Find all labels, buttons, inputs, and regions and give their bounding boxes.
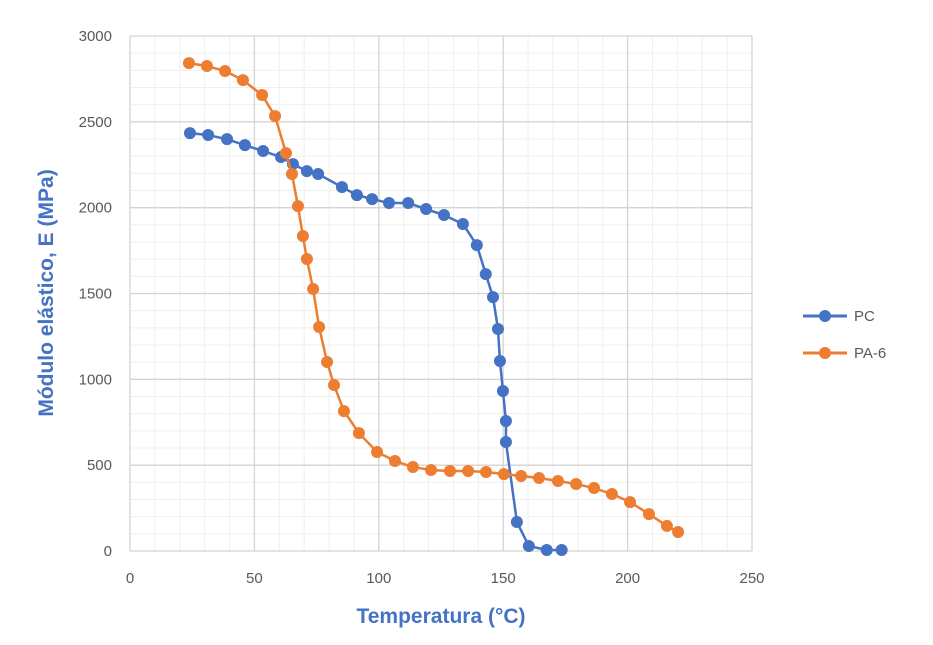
data-point-pa6 — [337, 405, 350, 418]
data-point-pa6 — [352, 427, 365, 440]
data-point-pa6 — [515, 469, 528, 482]
x-tick-label: 250 — [739, 570, 764, 587]
legend-item-pc: PC — [803, 308, 875, 325]
data-point-pa6 — [588, 481, 601, 494]
data-point-pa6 — [182, 57, 195, 70]
legend-marker-pc — [819, 310, 831, 322]
x-tick-label: 150 — [491, 570, 516, 587]
series-group — [182, 57, 685, 556]
y-tick-label: 2500 — [79, 114, 112, 131]
data-point-pa6 — [388, 455, 401, 468]
x-tick-label: 100 — [366, 570, 391, 587]
y-axis-title: Módulo elástico, E (MPa) — [35, 169, 58, 416]
legend-item-pa6: PA-6 — [803, 345, 886, 362]
data-point-pc — [499, 435, 512, 448]
x-tick-label: 200 — [615, 570, 640, 587]
data-point-pc — [470, 239, 483, 252]
data-point-pa6 — [425, 463, 438, 476]
data-point-pa6 — [296, 229, 309, 242]
data-point-pc — [491, 323, 504, 336]
data-point-pc — [540, 543, 553, 556]
data-point-pc — [300, 165, 313, 178]
data-point-pc — [350, 189, 363, 202]
data-point-pc — [510, 515, 523, 528]
data-point-pa6 — [300, 252, 313, 265]
data-point-pc — [456, 217, 469, 230]
data-point-pa6 — [200, 60, 213, 73]
x-tick-label: 50 — [246, 570, 263, 587]
data-point-pa6 — [285, 168, 298, 181]
x-tick-label: 0 — [126, 570, 134, 587]
data-point-pc — [522, 540, 535, 553]
data-point-pa6 — [660, 519, 673, 532]
data-point-pa6 — [624, 496, 637, 509]
data-point-pa6 — [279, 147, 292, 160]
data-point-pc — [221, 133, 234, 146]
data-point-pa6 — [605, 488, 618, 501]
legend-label-pc: PC — [854, 308, 875, 325]
data-point-pa6 — [462, 465, 475, 478]
y-tick-label: 1500 — [79, 286, 112, 303]
data-point-pc — [555, 543, 568, 556]
data-point-pa6 — [371, 445, 384, 458]
data-point-pc — [383, 197, 396, 210]
data-point-pc — [402, 197, 415, 210]
data-point-pc — [437, 209, 450, 222]
grid — [129, 35, 753, 552]
series-line-pa6 — [188, 61, 679, 534]
data-point-pc — [496, 385, 509, 398]
data-point-pc — [479, 268, 492, 281]
data-point-pc — [202, 129, 215, 142]
data-point-pa6 — [672, 525, 685, 538]
data-point-pc — [366, 193, 379, 206]
y-tick-label: 3000 — [79, 28, 112, 45]
y-tick-label: 2000 — [79, 200, 112, 217]
data-point-pa6 — [533, 472, 546, 485]
data-point-pa6 — [480, 466, 493, 479]
data-point-pc — [257, 145, 270, 158]
data-point-pa6 — [219, 65, 232, 78]
y-tick-label: 1000 — [79, 371, 112, 388]
data-point-pa6 — [497, 468, 510, 481]
data-point-pc — [335, 181, 348, 194]
data-point-pa6 — [291, 200, 304, 213]
data-point-pa6 — [269, 110, 282, 123]
data-point-pa6 — [321, 355, 334, 368]
data-point-pc — [499, 415, 512, 428]
data-point-pa6 — [328, 378, 341, 391]
y-tick-label: 0 — [104, 543, 112, 560]
data-point-pa6 — [551, 474, 564, 487]
data-point-pa6 — [236, 74, 249, 87]
data-point-pa6 — [307, 283, 320, 296]
data-point-pa6 — [642, 508, 655, 521]
y-tick-label: 500 — [87, 457, 112, 474]
data-point-pc — [312, 168, 325, 181]
legend-label-pa6: PA-6 — [854, 345, 886, 362]
x-axis-title: Temperatura (°C) — [356, 605, 525, 628]
data-point-pa6 — [256, 89, 269, 102]
data-point-pa6 — [443, 465, 456, 478]
data-point-pc — [493, 354, 506, 367]
data-point-pc — [486, 291, 499, 304]
legend: PC PA-6 — [803, 308, 886, 362]
data-point-pa6 — [570, 478, 583, 491]
data-point-pa6 — [313, 320, 326, 333]
data-point-pc — [183, 127, 196, 140]
data-point-pc — [238, 139, 251, 152]
data-point-pc — [420, 203, 433, 216]
data-point-pa6 — [406, 461, 419, 474]
legend-marker-pa6 — [819, 347, 831, 359]
